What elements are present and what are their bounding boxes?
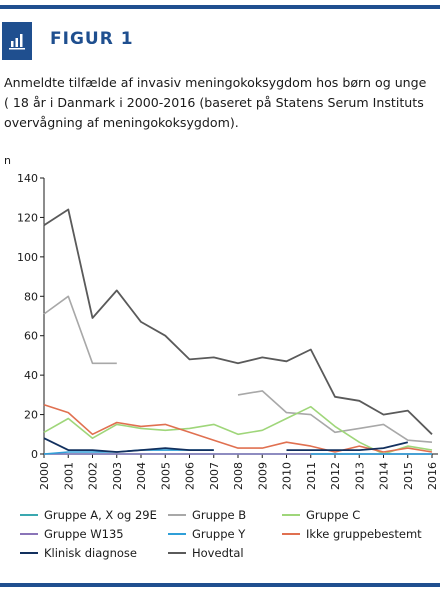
x-tick-label: 2005 bbox=[159, 462, 172, 490]
y-tick-label: 80 bbox=[24, 290, 38, 303]
legend-swatch bbox=[20, 552, 38, 554]
legend-swatch bbox=[168, 514, 186, 516]
figure-label: FIGUR 1 bbox=[50, 29, 134, 49]
y-tick-label: 0 bbox=[31, 448, 38, 461]
legend-label: Hovedtal bbox=[192, 546, 244, 560]
x-tick-label: 2002 bbox=[87, 462, 100, 490]
legend-label: Gruppe A, X og 29E bbox=[44, 508, 157, 522]
legend-label: Ikke gruppebestemt bbox=[306, 527, 422, 541]
x-tick-label: 2012 bbox=[329, 462, 342, 490]
x-tick-label: 2015 bbox=[402, 462, 415, 490]
x-tick-label: 2003 bbox=[111, 462, 124, 490]
legend-item: Hovedtal bbox=[168, 546, 244, 560]
x-tick-label: 2011 bbox=[305, 462, 318, 490]
y-tick-label: 20 bbox=[24, 409, 38, 422]
legend-item: Klinisk diagnose bbox=[20, 546, 137, 560]
series-line-gruppe-c bbox=[43, 405, 433, 455]
x-tick-label: 2001 bbox=[62, 462, 75, 490]
figure-header: FIGUR 1 bbox=[0, 22, 440, 60]
top-rule bbox=[0, 5, 440, 9]
chart-axes: n 0 20 40 60 80 100 120 140 2000 2001 2002 2003 2004 2… bbox=[4, 154, 439, 490]
figure-caption: Anmeldte tilfælde af invasiv meningokoks… bbox=[4, 75, 427, 130]
x-tick-label: 2008 bbox=[232, 462, 245, 490]
series-line-gruppe-b bbox=[43, 295, 433, 443]
legend-swatch bbox=[20, 533, 38, 535]
line-chart: n 0 20 40 60 80 100 120 140 2000 2001 2002 2003 2004 2… bbox=[4, 154, 439, 490]
legend-label: Gruppe W135 bbox=[44, 527, 124, 541]
x-tick-label: 2009 bbox=[256, 462, 269, 490]
legend-item: Gruppe W135 bbox=[20, 527, 124, 541]
legend-swatch bbox=[168, 552, 186, 554]
y-tick-label: 140 bbox=[17, 172, 38, 185]
y-tick-label: 120 bbox=[17, 211, 38, 224]
legend-label: Gruppe B bbox=[192, 508, 247, 522]
legend-item: Gruppe Y bbox=[168, 527, 245, 541]
series-line-hovedtal bbox=[43, 208, 433, 435]
x-tick-label: 2000 bbox=[38, 462, 51, 490]
x-tick-label: 2013 bbox=[353, 462, 366, 490]
legend-item: Gruppe A, X og 29E bbox=[20, 508, 157, 522]
legend-swatch bbox=[282, 514, 300, 516]
x-tick-label: 2006 bbox=[184, 462, 197, 490]
bottom-rule bbox=[0, 583, 440, 587]
chart-legend: Gruppe A, X og 29E Gruppe B Gruppe C Gruppe… bbox=[20, 508, 440, 568]
y-tick-label: 40 bbox=[24, 369, 38, 382]
legend-label: Gruppe C bbox=[306, 508, 361, 522]
x-tick-label: 2014 bbox=[378, 462, 391, 490]
y-axis-label: n bbox=[4, 154, 11, 167]
chart-lines bbox=[43, 208, 433, 455]
legend-swatch bbox=[20, 514, 38, 516]
legend-label: Gruppe Y bbox=[192, 527, 246, 541]
bar-chart-icon bbox=[2, 22, 32, 60]
legend-item: Ikke gruppebestemt bbox=[282, 527, 422, 541]
legend-item: Gruppe B bbox=[168, 508, 246, 522]
y-tick-label: 100 bbox=[17, 251, 38, 264]
x-tick-label: 2016 bbox=[426, 462, 439, 490]
y-tick-label: 60 bbox=[24, 330, 38, 343]
legend-swatch bbox=[168, 533, 186, 535]
series-line-klinisk-diagnose bbox=[43, 437, 409, 453]
series-line-ikke-gruppebestemt bbox=[43, 403, 433, 453]
x-tick-label: 2004 bbox=[135, 462, 148, 490]
x-tick-label: 2010 bbox=[281, 462, 294, 490]
x-tick-label: 2007 bbox=[208, 462, 221, 490]
legend-swatch bbox=[282, 533, 300, 535]
legend-item: Gruppe C bbox=[282, 508, 360, 522]
legend-label: Klinisk diagnose bbox=[44, 546, 137, 560]
